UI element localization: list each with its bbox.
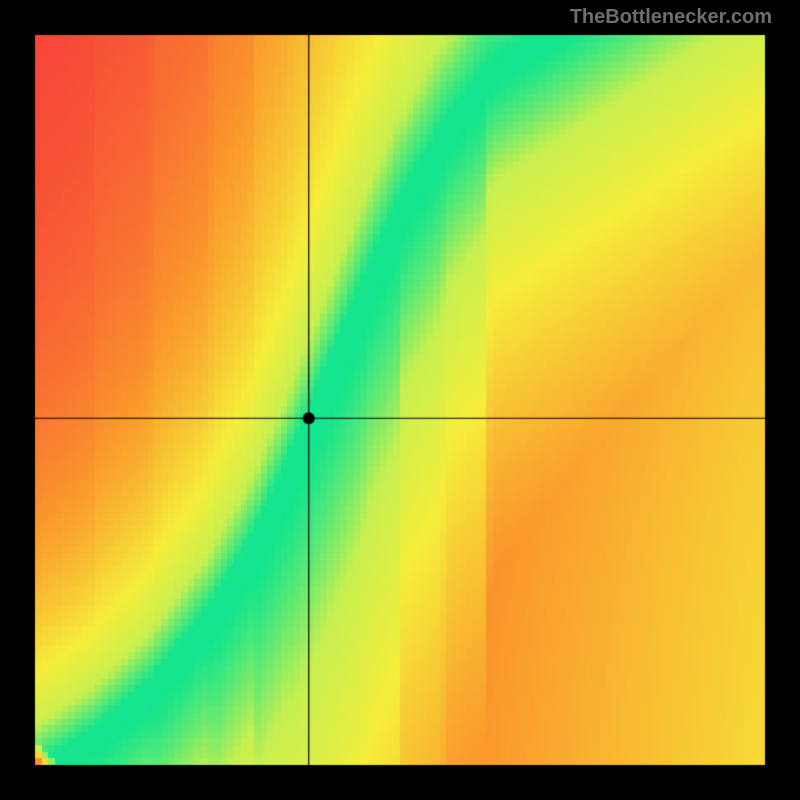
watermark-text: TheBottlenecker.com xyxy=(570,6,772,29)
chart-container: TheBottlenecker.com xyxy=(0,0,800,800)
bottleneck-heatmap xyxy=(0,0,800,800)
